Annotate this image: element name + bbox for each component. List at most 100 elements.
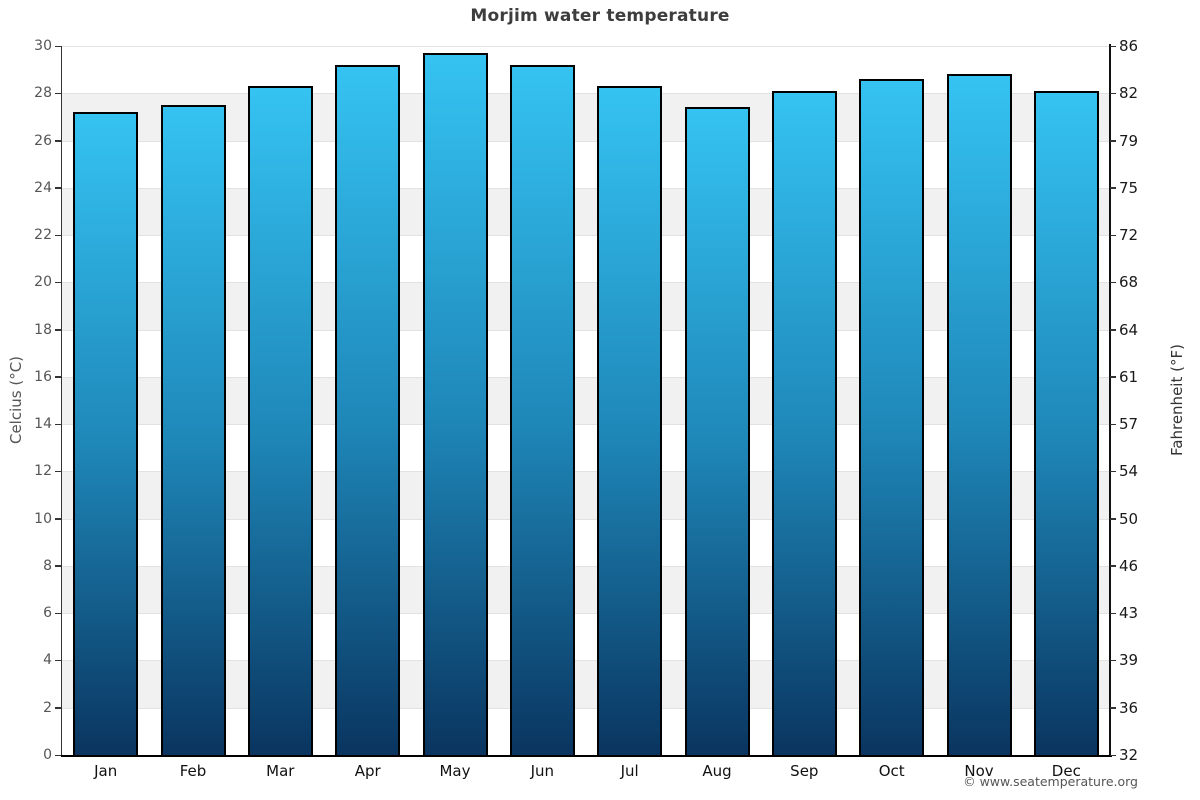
fahrenheit-tick-label-64: 64	[1119, 320, 1139, 339]
gridline	[62, 46, 1110, 47]
bar-nov	[946, 74, 1012, 755]
right-tick-mark	[1110, 754, 1116, 756]
fahrenheit-tick-label-39: 39	[1119, 651, 1139, 670]
celsius-tick-label-14: 14	[34, 416, 52, 433]
right-tick-mark	[1110, 376, 1116, 378]
fahrenheit-tick-label-36: 36	[1119, 698, 1139, 717]
celsius-tick-label-8: 8	[43, 557, 52, 574]
gridline	[62, 565, 1110, 567]
month-label-apr: Apr	[354, 762, 381, 780]
background-band	[62, 376, 1110, 425]
bar-dec	[1033, 90, 1099, 755]
left-tick-mark	[55, 518, 61, 520]
background-band	[62, 613, 1110, 661]
y-axis-right-tick-labels: 32 36 39 43 46 50 54 57 61 64 68 72 75 79 82 86	[1119, 0, 1179, 800]
celsius-tick-label-28: 28	[34, 85, 52, 102]
month-label-sep: Sep	[790, 762, 819, 780]
month-label-feb: Feb	[179, 762, 207, 780]
gridline	[62, 140, 1110, 142]
gridline	[62, 707, 1110, 709]
celsius-tick-label-4: 4	[43, 652, 52, 669]
month-label-nov: Nov	[964, 762, 994, 780]
left-tick-mark	[55, 92, 61, 95]
left-tick-mark	[55, 140, 61, 142]
celsius-tick-label-2: 2	[43, 699, 52, 716]
month-label-mar: Mar	[266, 762, 295, 780]
celsius-tick-label-16: 16	[34, 368, 52, 385]
celsius-tick-label-30: 30	[34, 38, 52, 54]
plot-area	[62, 46, 1110, 755]
y-axis-left-tick-labels: 0 2 4 6 8 10 12 14 16 18 20 22 24 26 28 30	[0, 0, 52, 800]
left-tick-mark	[55, 187, 61, 189]
right-tick-mark	[1110, 565, 1116, 567]
gridline	[62, 187, 1110, 189]
bar-mar	[247, 86, 313, 755]
fahrenheit-tick-label-32: 32	[1119, 746, 1139, 764]
background-band	[62, 424, 1110, 472]
right-tick-mark	[1110, 187, 1116, 189]
right-tick-mark	[1110, 329, 1116, 331]
gridline	[62, 329, 1110, 331]
gridline	[62, 660, 1110, 662]
right-tick-mark	[1110, 92, 1116, 95]
left-tick-mark	[55, 754, 61, 756]
gridline	[62, 93, 1110, 95]
bar-sep	[771, 90, 837, 755]
left-tick-mark	[55, 281, 61, 284]
month-label-jul: Jul	[620, 762, 639, 780]
background-band	[62, 235, 1110, 283]
background-band	[62, 660, 1110, 708]
bar-apr	[335, 64, 401, 755]
background-band	[62, 471, 1110, 519]
celsius-tick-label-26: 26	[34, 132, 52, 149]
left-tick-mark	[55, 707, 61, 709]
gridline	[62, 235, 1110, 237]
gridline	[62, 613, 1110, 615]
background-band	[62, 707, 1110, 755]
right-tick-mark	[1110, 470, 1116, 473]
left-tick-mark	[55, 565, 61, 567]
fahrenheit-tick-label-46: 46	[1119, 556, 1139, 575]
background-band	[62, 282, 1110, 330]
bar-jul	[597, 86, 663, 755]
left-tick-mark	[55, 329, 61, 331]
celsius-tick-label-12: 12	[34, 463, 52, 480]
bar-feb	[160, 105, 226, 755]
left-tick-mark	[55, 234, 61, 237]
bar-jun	[509, 64, 575, 755]
celsius-tick-label-24: 24	[34, 179, 52, 196]
right-tick-mark	[1110, 281, 1116, 284]
month-label-oct: Oct	[878, 762, 905, 780]
left-tick-mark	[55, 423, 61, 426]
gridline	[62, 282, 1110, 284]
right-tick-mark	[1110, 518, 1116, 520]
month-label-jun: Jun	[530, 762, 555, 780]
left-tick-mark	[55, 376, 61, 378]
fahrenheit-tick-label-43: 43	[1119, 604, 1139, 623]
x-axis-labels: Jan Feb Mar Apr May Jun Jul Aug Sep Oct Nov Dec	[62, 762, 1110, 784]
left-tick-mark	[55, 45, 61, 47]
fahrenheit-tick-label-68: 68	[1119, 273, 1139, 292]
fahrenheit-tick-label-50: 50	[1119, 509, 1139, 528]
gridline	[62, 471, 1110, 473]
right-tick-mark	[1110, 612, 1116, 615]
bar-aug	[684, 107, 750, 755]
fahrenheit-tick-label-79: 79	[1119, 131, 1139, 150]
celsius-tick-label-10: 10	[34, 510, 52, 527]
month-label-jan: Jan	[94, 762, 118, 780]
right-tick-mark	[1110, 423, 1116, 426]
background-band	[62, 518, 1110, 566]
celsius-tick-label-18: 18	[34, 321, 52, 338]
left-tick-mark	[55, 612, 61, 615]
bar-may	[422, 53, 488, 755]
fahrenheit-tick-label-61: 61	[1119, 367, 1139, 386]
gridline	[62, 376, 1110, 378]
y-axis-left-line	[60, 46, 62, 757]
fahrenheit-tick-label-75: 75	[1119, 178, 1139, 197]
right-tick-mark	[1110, 659, 1116, 662]
fahrenheit-tick-label-82: 82	[1119, 84, 1139, 103]
celsius-tick-label-22: 22	[34, 227, 52, 244]
right-tick-mark	[1110, 45, 1116, 47]
y-axis-right-line	[1108, 44, 1111, 757]
